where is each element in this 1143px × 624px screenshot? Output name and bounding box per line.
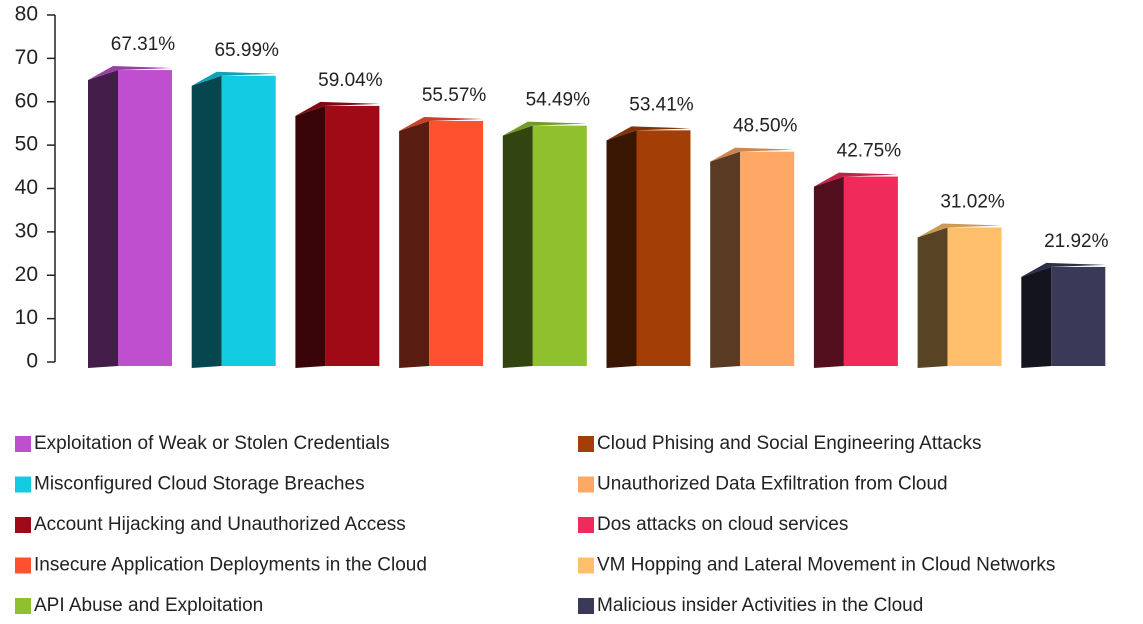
legend-swatch [15, 436, 31, 452]
legend-swatch [578, 557, 594, 574]
legend-label: Insecure Application Deployments in the … [34, 555, 427, 576]
legend-label: VM Hopping and Lateral Movement in Cloud… [597, 555, 1055, 576]
bar [429, 120, 484, 367]
bar [118, 70, 172, 366]
legend-swatch [15, 517, 31, 533]
legend-label: Dos attacks on cloud services [597, 514, 848, 535]
y-tick-label: 50 [15, 133, 38, 156]
bar-side [710, 151, 741, 368]
legend-label: Misconfigured Cloud Storage Breaches [34, 474, 365, 495]
bar-top [917, 223, 1002, 238]
bar-top [710, 147, 795, 162]
y-tick-label: 60 [15, 89, 38, 112]
y-tick-label: 0 [26, 350, 38, 373]
y-tick-label: 40 [15, 176, 38, 199]
y-tick-label: 30 [15, 219, 38, 242]
bar-side [399, 120, 430, 369]
bar [843, 176, 898, 366]
value-label: 42.75% [837, 141, 902, 162]
legend-swatch [578, 517, 594, 533]
legend-swatch [15, 476, 31, 493]
bar [325, 105, 380, 366]
legend-label: Exploitation of Weak or Stolen Credentia… [34, 433, 390, 454]
legend-swatch [578, 476, 594, 493]
bar-top [191, 71, 276, 86]
y-tick-label: 70 [15, 46, 38, 69]
bar-side [191, 75, 222, 368]
legend-label: Unauthorized Data Exfiltration from Clou… [597, 474, 948, 495]
bar-top [606, 126, 691, 141]
bar [532, 125, 587, 366]
bar-side [1021, 266, 1052, 368]
legend-label: Account Hijacking and Unauthorized Acces… [34, 514, 406, 535]
value-label: 67.31% [111, 34, 176, 55]
y-tick-label: 10 [15, 306, 38, 329]
bar-side [502, 125, 533, 368]
y-tick-label: 80 [15, 3, 38, 26]
value-label: 54.49% [526, 90, 591, 111]
bar-top [399, 116, 484, 131]
bar-top [502, 121, 587, 136]
bar-side [88, 70, 118, 368]
value-label: 53.41% [629, 94, 694, 115]
bar-top [295, 101, 380, 116]
legend-swatch [15, 557, 31, 574]
value-label: 59.04% [318, 70, 383, 91]
bar [947, 227, 1002, 366]
bar-side [813, 176, 844, 368]
bar-top [1021, 262, 1106, 277]
legend-swatch [578, 598, 594, 614]
value-label: 31.02% [940, 191, 1005, 212]
y-tick-label: 20 [15, 263, 38, 286]
value-label: 65.99% [214, 40, 279, 61]
bar-side [606, 130, 637, 368]
bar [1051, 266, 1106, 366]
bar [221, 75, 276, 366]
bar-side [917, 227, 948, 368]
legend-label: Malicious insider Activities in the Clou… [597, 595, 923, 616]
legend-swatch [15, 598, 31, 614]
bar-side [295, 105, 326, 368]
value-label: 55.57% [422, 85, 487, 106]
bar-top [88, 66, 172, 81]
legend-label: Cloud Phising and Social Engineering Att… [597, 433, 981, 454]
legend-swatch [578, 436, 594, 452]
bar-top [813, 172, 898, 187]
legend-label: API Abuse and Exploitation [34, 595, 263, 616]
value-label: 48.50% [733, 116, 798, 137]
value-label: 21.92% [1044, 231, 1109, 252]
bar [740, 151, 795, 366]
bar [636, 130, 691, 366]
